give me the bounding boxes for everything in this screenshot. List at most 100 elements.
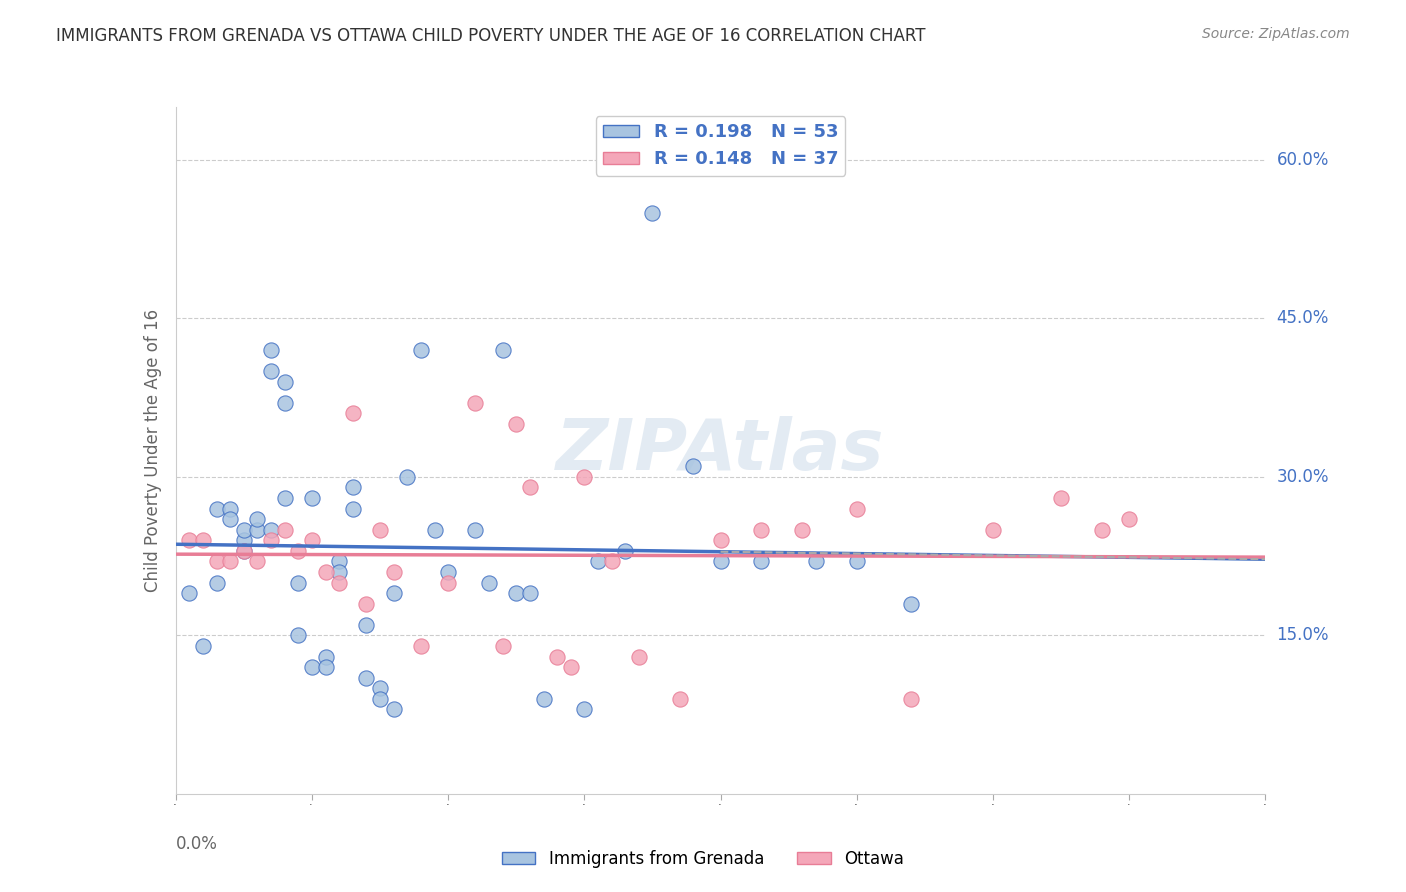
Point xyxy=(287,544,309,558)
Text: 45.0%: 45.0% xyxy=(1277,310,1329,327)
Point xyxy=(205,501,228,516)
Point xyxy=(205,575,228,590)
Point xyxy=(342,501,364,516)
Point xyxy=(382,702,405,716)
Text: 30.0%: 30.0% xyxy=(1277,468,1329,486)
Point xyxy=(492,343,515,357)
Point xyxy=(627,649,650,664)
Point xyxy=(519,480,541,494)
Point xyxy=(1118,512,1140,526)
Point xyxy=(328,565,350,579)
Point xyxy=(315,565,337,579)
Point xyxy=(492,639,515,653)
Point xyxy=(533,691,555,706)
Point xyxy=(315,649,337,664)
Point xyxy=(191,639,214,653)
Legend: R = 0.198   N = 53, R = 0.148   N = 37: R = 0.198 N = 53, R = 0.148 N = 37 xyxy=(596,116,845,176)
Point xyxy=(981,523,1004,537)
Point xyxy=(232,544,254,558)
Point xyxy=(900,691,922,706)
Point xyxy=(219,512,242,526)
Point xyxy=(682,459,704,474)
Point xyxy=(478,575,501,590)
Point xyxy=(301,533,323,548)
Point xyxy=(586,554,609,568)
Point xyxy=(382,586,405,600)
Point xyxy=(315,660,337,674)
Point xyxy=(505,586,527,600)
Point xyxy=(260,523,283,537)
Point xyxy=(368,681,391,696)
Point xyxy=(464,396,486,410)
Point xyxy=(179,533,201,548)
Point xyxy=(600,554,623,568)
Point xyxy=(668,691,690,706)
Point xyxy=(382,565,405,579)
Point xyxy=(560,660,582,674)
Point xyxy=(205,554,228,568)
Point xyxy=(368,523,391,537)
Point xyxy=(792,523,814,537)
Point xyxy=(342,407,364,421)
Point xyxy=(710,533,733,548)
Point xyxy=(751,554,773,568)
Point xyxy=(574,470,596,484)
Point xyxy=(274,491,297,505)
Point xyxy=(287,628,309,642)
Point xyxy=(574,702,596,716)
Point xyxy=(356,671,378,685)
Legend: Immigrants from Grenada, Ottawa: Immigrants from Grenada, Ottawa xyxy=(495,844,911,875)
Point xyxy=(641,205,664,219)
Point xyxy=(301,491,323,505)
Point xyxy=(804,554,827,568)
Point xyxy=(900,597,922,611)
Point xyxy=(614,544,637,558)
Point xyxy=(260,533,283,548)
Point xyxy=(219,501,242,516)
Text: IMMIGRANTS FROM GRENADA VS OTTAWA CHILD POVERTY UNDER THE AGE OF 16 CORRELATION : IMMIGRANTS FROM GRENADA VS OTTAWA CHILD … xyxy=(56,27,925,45)
Point xyxy=(328,575,350,590)
Point xyxy=(274,523,297,537)
Point xyxy=(246,523,269,537)
Point xyxy=(845,554,868,568)
Point xyxy=(423,523,446,537)
Point xyxy=(396,470,419,484)
Point xyxy=(287,575,309,590)
Point xyxy=(260,343,283,357)
Y-axis label: Child Poverty Under the Age of 16: Child Poverty Under the Age of 16 xyxy=(143,309,162,592)
Point xyxy=(232,533,254,548)
Point xyxy=(845,501,868,516)
Point xyxy=(751,523,773,537)
Point xyxy=(260,364,283,378)
Point xyxy=(246,512,269,526)
Point xyxy=(546,649,568,664)
Text: 0.0%: 0.0% xyxy=(176,835,218,853)
Text: ZIPAtlas: ZIPAtlas xyxy=(557,416,884,485)
Point xyxy=(519,586,541,600)
Point xyxy=(368,691,391,706)
Text: 60.0%: 60.0% xyxy=(1277,151,1329,169)
Point xyxy=(179,586,201,600)
Point xyxy=(232,544,254,558)
Point xyxy=(274,375,297,389)
Text: 15.0%: 15.0% xyxy=(1277,626,1329,644)
Point xyxy=(232,523,254,537)
Point xyxy=(342,480,364,494)
Point xyxy=(356,617,378,632)
Point xyxy=(437,565,460,579)
Point xyxy=(437,575,460,590)
Point xyxy=(505,417,527,431)
Point xyxy=(301,660,323,674)
Point xyxy=(274,396,297,410)
Point xyxy=(356,597,378,611)
Point xyxy=(409,639,432,653)
Point xyxy=(328,554,350,568)
Text: Source: ZipAtlas.com: Source: ZipAtlas.com xyxy=(1202,27,1350,41)
Point xyxy=(191,533,214,548)
Point xyxy=(1050,491,1073,505)
Point xyxy=(409,343,432,357)
Point xyxy=(219,554,242,568)
Point xyxy=(710,554,733,568)
Point xyxy=(464,523,486,537)
Point xyxy=(1091,523,1114,537)
